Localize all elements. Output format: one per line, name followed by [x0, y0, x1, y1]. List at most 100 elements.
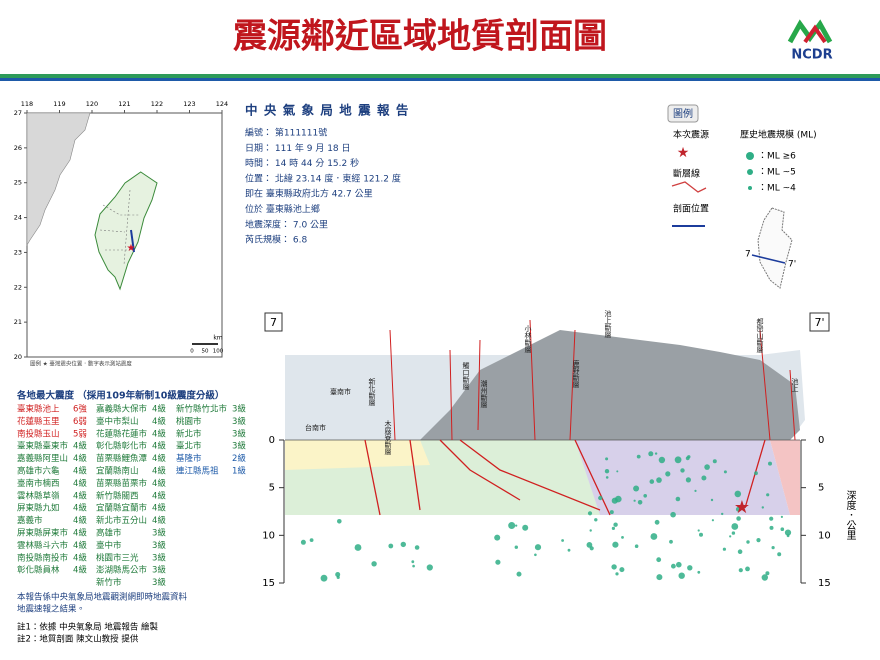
quake-dot [534, 553, 537, 557]
quake-dot [508, 522, 516, 529]
quake-dot [654, 452, 658, 455]
note: 地震速報之結果。 [17, 604, 85, 615]
legend-dot [748, 186, 752, 190]
intensity-place: 花蓮縣玉里 [17, 416, 60, 427]
quake-dot [697, 529, 700, 532]
place-label: 池上斷層 [604, 309, 612, 339]
intensity-level: 3級 [232, 428, 246, 439]
depth-tick-label: 10 [262, 530, 275, 541]
quake-dot [619, 567, 625, 573]
quake-dot [685, 456, 690, 461]
quake-dot [605, 476, 609, 479]
intensity-level: 4級 [73, 441, 87, 452]
quake-dot [731, 531, 736, 535]
intensity-place: 彰化縣員林 [17, 565, 60, 576]
quake-dot [656, 477, 662, 483]
place-label: 木屐寮斷層 [384, 419, 392, 456]
epicenter-star: ★ [734, 497, 750, 518]
cross-section: 7 7' ★ 臺南市台南市新化斷層木屐寮斷層觸口斷層潮州斷層小林斷層鹿野斷層池上… [262, 309, 856, 589]
quake-dot [768, 461, 772, 466]
quake-dot [587, 511, 593, 516]
intensity-level: 4級 [73, 515, 87, 526]
intensity-level: 4級 [152, 428, 166, 439]
depth-tick-label: 15 [818, 578, 831, 589]
profile-end-label: 7' [814, 316, 824, 329]
lat-tick-label: 20 [14, 353, 22, 361]
place-label: 台南市 [305, 423, 326, 432]
quake-dot [604, 469, 610, 474]
intensity-place: 嘉義縣大保市 [96, 404, 148, 415]
depth-tick-label: 10 [818, 530, 831, 541]
intensity-level: 3級 [152, 577, 166, 588]
report-title: 中 央 氣 象 局 地 震 報 告 [245, 103, 409, 118]
quake-dot [388, 543, 394, 549]
quake-dot [634, 544, 639, 548]
quake-dot [712, 459, 717, 464]
quake-dot [658, 456, 666, 464]
quake-dot [656, 574, 663, 581]
quake-dot [494, 534, 501, 541]
legend-profile-start: 7 [745, 250, 751, 260]
place-label: 小林斷層 [524, 324, 532, 354]
scale-unit: km [213, 335, 222, 342]
quake-dot [723, 470, 727, 474]
logo: NCDR [787, 19, 833, 63]
quake-dot [586, 542, 593, 548]
quake-dot [300, 539, 306, 545]
depth-tick-label: 5 [269, 483, 275, 494]
report-line: 時間： 14 時 44 分 15.2 秒 [245, 157, 359, 169]
intensity-level: 4級 [73, 540, 87, 551]
intensity-level: 6弱 [73, 417, 87, 427]
quake-dot [697, 570, 701, 574]
quake-dot [761, 506, 764, 509]
place-label: 臺南市 [330, 387, 351, 396]
quake-dot [754, 471, 758, 476]
intensity-level: 4級 [73, 490, 87, 501]
lon-tick-label: 124 [216, 100, 228, 108]
intensity-level: 4級 [152, 478, 166, 489]
depth-tick-label: 15 [262, 578, 275, 589]
page-title: 震源鄰近區域地質剖面圖 [233, 17, 607, 57]
lon-tick-label: 122 [151, 100, 163, 108]
profile-start-box [264, 312, 283, 332]
quake-dot [676, 561, 682, 568]
intensity-place: 屏東縣九如 [17, 503, 60, 514]
intensity-level: 4級 [73, 466, 87, 477]
logo-text: NCDR [791, 48, 832, 63]
scale-tick-label: 100 [213, 349, 224, 355]
quake-dot [735, 506, 741, 512]
quake-dot [594, 518, 598, 522]
quake-dot [615, 495, 622, 503]
fault-line [364, 439, 766, 516]
county-border [123, 189, 131, 266]
legend-label: 斷層線 [673, 168, 700, 180]
quake-dot [412, 564, 415, 568]
quake-dot [766, 493, 770, 497]
legend-fault [671, 181, 707, 193]
intensity-title: 各地最大震度 （採用109年新制10級震度分級） [16, 390, 224, 402]
intensity-level: 4級 [152, 416, 166, 427]
intensity-level: 3級 [232, 416, 246, 427]
quake-dot [616, 470, 619, 473]
lat-tick-label: 21 [14, 318, 22, 326]
intensity-place: 新竹縣竹北市 [176, 404, 228, 415]
report-line: 位於 臺東縣池上鄉 [245, 203, 320, 215]
lat-tick-label: 25 [14, 179, 22, 187]
intensity-level: 6強 [73, 404, 87, 415]
quake-dot [671, 563, 676, 569]
quake-dot [771, 546, 775, 550]
quake-dot [515, 524, 518, 527]
quake-dot [769, 516, 774, 521]
intensity-place: 臺東縣池上 [17, 404, 60, 415]
report-line: 芮氏規模： 6.8 [245, 234, 307, 246]
quake-dot [336, 575, 340, 580]
quake-dot [589, 529, 592, 532]
quake-dot [371, 561, 377, 567]
quake-dot [687, 565, 693, 571]
legend-minimap [757, 207, 793, 289]
legend-label: 本次震源 [673, 129, 709, 141]
intensity-place: 嘉義市 [17, 515, 43, 526]
